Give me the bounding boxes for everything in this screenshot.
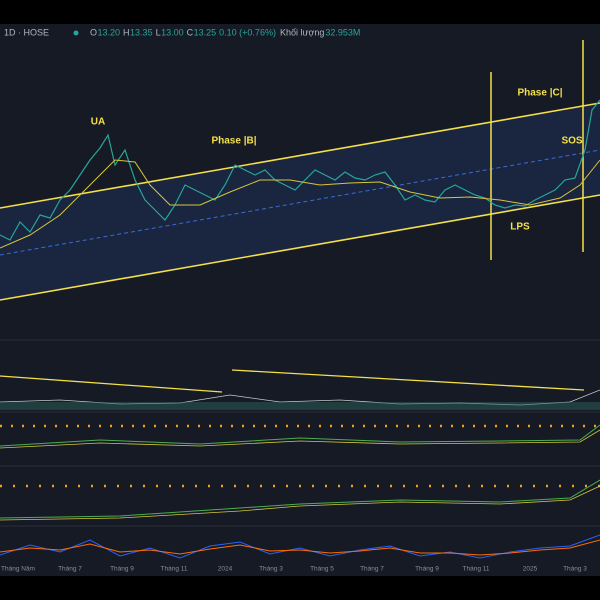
- change: 0.10 (+0.76%): [219, 27, 276, 37]
- x-axis-label: Tháng 11: [463, 566, 490, 573]
- indicator-line: [0, 485, 600, 521]
- x-axis-label: Tháng 3: [563, 566, 587, 573]
- x-axis-label: Tháng 5: [310, 566, 334, 573]
- annotation: Phase |C|: [517, 88, 562, 99]
- channel-fill: [0, 103, 600, 300]
- channel-bottom: [0, 194, 600, 301]
- moving-average: [0, 159, 600, 249]
- indicator-line: [0, 429, 600, 449]
- ohlc-label: C: [187, 27, 194, 37]
- x-axis-label: Tháng 3: [259, 566, 283, 573]
- x-axis-label: Tháng Năm: [1, 566, 35, 573]
- indicator-line: [0, 424, 600, 447]
- price-line: [0, 99, 600, 241]
- ohlc: O 13.20 H 13.35 L 13.00 C 13.25 0.10 (+0.76%) Khố…: [90, 27, 360, 37]
- signal-line: [0, 539, 600, 556]
- symbol: 1D · HOSE: [4, 27, 49, 37]
- x-axis-label: 2025: [523, 566, 538, 573]
- volume-bars: [0, 402, 600, 410]
- annotation: LPS: [510, 222, 530, 233]
- ohlc-label: O: [90, 27, 97, 37]
- annotation: UA: [91, 117, 105, 128]
- chart-panel: [0, 24, 600, 576]
- ohlc-label: H: [123, 27, 130, 37]
- status-dot: [73, 30, 79, 36]
- volume-arrow: [0, 375, 223, 393]
- ohlc-value: 13.25: [194, 27, 217, 37]
- indicator-line: [0, 479, 600, 519]
- channel-top: [0, 102, 600, 209]
- x-axis-label: Tháng 9: [110, 566, 134, 573]
- volume-value: 32.953M: [325, 27, 360, 37]
- annotation: Phase |B|: [211, 136, 256, 147]
- ohlc-value: 13.35: [130, 27, 153, 37]
- volume-label: Khối lượng: [280, 27, 324, 37]
- x-axis-label: Tháng 7: [360, 566, 384, 573]
- x-axis-label: 2024: [218, 566, 233, 573]
- volume-arrow: [231, 369, 585, 391]
- x-axis-label: Tháng 11: [161, 566, 188, 573]
- ohlc-value: 13.20: [98, 27, 121, 37]
- x-axis-label: Tháng 9: [415, 566, 439, 573]
- x-axis: Tháng Năm Tháng 7 Tháng 9 Tháng 11 2024 Tháng…: [1, 566, 587, 573]
- ohlc-label: L: [156, 27, 161, 37]
- ohlc-value: 13.00: [161, 27, 184, 37]
- annotation: SOS: [561, 136, 582, 147]
- x-axis-label: Tháng 7: [58, 566, 82, 573]
- channel-mid: [0, 149, 600, 256]
